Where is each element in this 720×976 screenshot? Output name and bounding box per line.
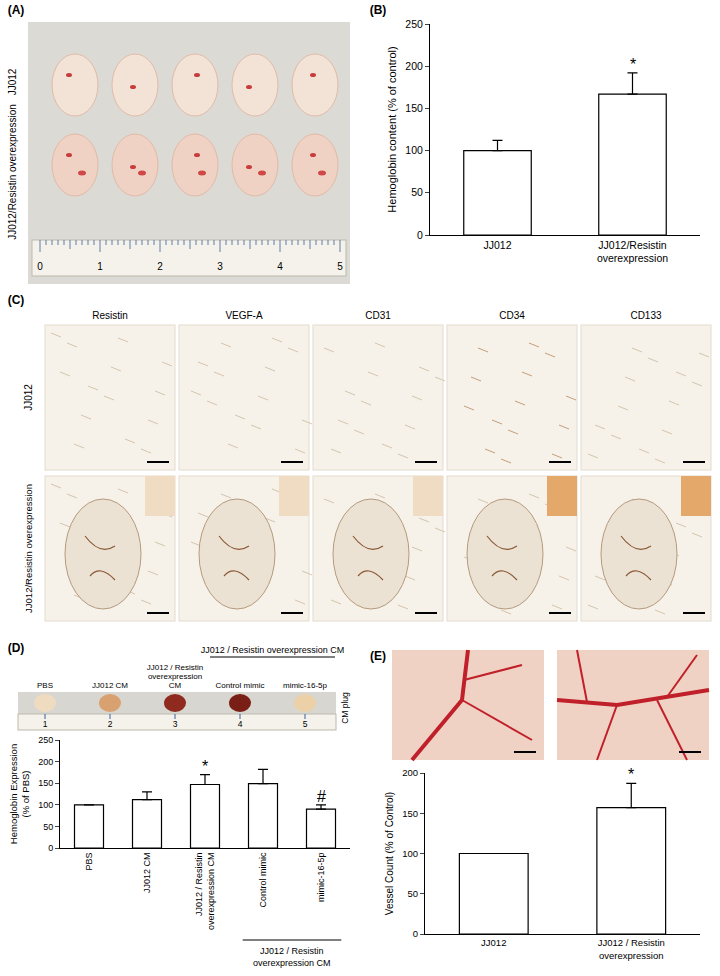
svg-text:(C): (C) xyxy=(8,293,25,307)
svg-text:150: 150 xyxy=(38,778,53,788)
svg-text:JJ012/Resistinoverexpression: JJ012/Resistinoverexpression xyxy=(597,239,668,265)
svg-text:JJ012 / Resistinoverexpression: JJ012 / Resistinoverexpression CM xyxy=(253,946,331,968)
svg-text:5: 5 xyxy=(337,261,343,272)
svg-text:CD31: CD31 xyxy=(365,310,391,321)
svg-text:VEGF-A: VEGF-A xyxy=(225,310,263,321)
svg-text:100: 100 xyxy=(402,848,418,859)
svg-text:PBS: PBS xyxy=(37,681,53,690)
svg-text:100: 100 xyxy=(38,800,53,810)
svg-text:2: 2 xyxy=(108,719,113,729)
svg-text:JJ012: JJ012 xyxy=(481,937,506,948)
svg-text:*: * xyxy=(628,766,634,783)
svg-text:JJ012: JJ012 xyxy=(23,384,34,411)
svg-text:2: 2 xyxy=(157,261,163,272)
svg-text:(A): (A) xyxy=(8,3,25,17)
svg-text:CD34: CD34 xyxy=(499,310,525,321)
svg-text:CD133: CD133 xyxy=(630,310,662,321)
svg-text:JJ012 CM: JJ012 CM xyxy=(142,853,152,894)
svg-text:150: 150 xyxy=(402,808,418,819)
svg-text:JJ012 / Resistinoverexpression: JJ012 / Resistinoverexpression CM xyxy=(194,853,216,931)
svg-text:4: 4 xyxy=(238,719,243,729)
svg-text:JJ012 / Resistin overexpressio: JJ012 / Resistin overexpression CM xyxy=(201,645,345,655)
svg-text:200: 200 xyxy=(38,757,53,767)
svg-text:Resistin: Resistin xyxy=(92,310,128,321)
svg-text:200: 200 xyxy=(402,767,418,778)
svg-text:100: 100 xyxy=(405,144,423,156)
svg-text:#: # xyxy=(317,788,326,805)
svg-text:mimic-16-5p: mimic-16-5p xyxy=(283,681,328,690)
svg-text:0: 0 xyxy=(37,261,43,272)
svg-text:Hemoglobin content (% of contr: Hemoglobin content (% of control) xyxy=(386,46,398,212)
svg-text:Control mimic: Control mimic xyxy=(216,681,265,690)
svg-text:JJ012/Resistin overexpression: JJ012/Resistin overexpression xyxy=(7,104,18,240)
svg-text:JJ012 CM: JJ012 CM xyxy=(92,681,128,690)
svg-text:Control mimic: Control mimic xyxy=(258,852,268,908)
svg-text:250: 250 xyxy=(38,735,53,745)
svg-text:150: 150 xyxy=(405,102,423,114)
svg-text:Hemoglobin Expression(% of PBS: Hemoglobin Expression(% of PBS) xyxy=(8,744,31,844)
svg-text:200: 200 xyxy=(405,60,423,72)
svg-text:JJ012 / Resistinoverexpression: JJ012 / Resistinoverexpression xyxy=(598,937,665,960)
svg-text:3: 3 xyxy=(173,719,178,729)
svg-text:0: 0 xyxy=(413,928,418,939)
svg-text:CM plug: CM plug xyxy=(340,692,350,724)
svg-text:50: 50 xyxy=(408,888,419,899)
svg-text:1: 1 xyxy=(43,719,48,729)
svg-text:0: 0 xyxy=(48,843,53,853)
svg-text:50: 50 xyxy=(43,822,53,832)
svg-text:(B): (B) xyxy=(370,3,387,17)
svg-text:JJ012/Resistin overexpression: JJ012/Resistin overexpression xyxy=(23,484,34,613)
svg-text:JJ012: JJ012 xyxy=(7,68,18,95)
svg-text:0: 0 xyxy=(417,229,423,241)
svg-text:*: * xyxy=(202,758,208,775)
svg-text:JJ012 / Resistinoverexpression: JJ012 / ResistinoverexpressionCM xyxy=(147,663,203,690)
svg-text:(D): (D) xyxy=(8,641,25,655)
svg-text:PBS: PBS xyxy=(84,853,94,871)
svg-text:*: * xyxy=(630,56,636,73)
svg-text:50: 50 xyxy=(411,186,423,198)
svg-text:(E): (E) xyxy=(370,649,386,663)
svg-text:5: 5 xyxy=(303,719,308,729)
svg-text:250: 250 xyxy=(405,18,423,30)
svg-text:1: 1 xyxy=(97,261,103,272)
svg-text:mimic-16-5p: mimic-16-5p xyxy=(316,853,326,903)
svg-text:4: 4 xyxy=(277,261,283,272)
svg-text:Vessel Count (% of Control): Vessel Count (% of Control) xyxy=(384,792,395,915)
svg-text:3: 3 xyxy=(217,261,223,272)
svg-text:JJ012: JJ012 xyxy=(483,239,511,251)
